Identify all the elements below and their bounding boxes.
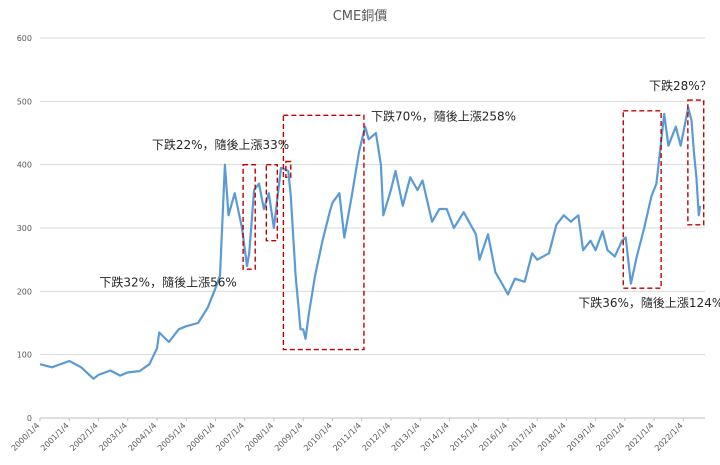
x-tick-label: 2017/1/4 xyxy=(507,421,539,453)
series-line xyxy=(39,106,702,380)
annotation-label: 下跌28%？ xyxy=(649,78,712,93)
x-tick-label: 2018/1/4 xyxy=(536,421,568,453)
y-tick-label: 600 xyxy=(17,34,32,43)
highlight-box xyxy=(687,99,705,226)
annotation-label: 下跌22%，隨後上漲33% xyxy=(152,137,289,152)
y-tick-label: 500 xyxy=(17,97,32,106)
highlight-boxes xyxy=(242,99,705,351)
gridlines xyxy=(40,37,705,419)
x-tick-label: 2007/1/4 xyxy=(214,421,246,453)
annotation-label: 下跌36%，隨後上漲124% xyxy=(578,295,720,310)
highlight-box xyxy=(285,160,292,179)
x-tick-label: 2003/1/4 xyxy=(97,421,129,453)
x-tick-label: 2020/1/4 xyxy=(594,421,626,453)
x-tick-label: 2016/1/4 xyxy=(478,421,510,453)
annotation-label: 下跌32%，隨後上漲56% xyxy=(99,274,236,289)
y-tick-label: 100 xyxy=(17,351,32,360)
highlight-box xyxy=(622,110,662,289)
x-tick-label: 2002/1/4 xyxy=(68,421,100,453)
annotation-label: 下跌70%，隨後上漲258% xyxy=(371,108,516,123)
x-tick-label: 2009/1/4 xyxy=(273,421,305,453)
y-tick-label: 0 xyxy=(27,414,32,423)
chart-title: CME銅價 xyxy=(333,9,388,24)
x-tick-label: 2021/1/4 xyxy=(624,421,656,453)
x-tick-label: 2006/1/4 xyxy=(185,421,217,453)
x-tick-label: 2000/1/4 xyxy=(10,421,42,453)
x-tick-labels: 2000/1/42001/1/42002/1/42003/1/42004/1/4… xyxy=(10,418,685,453)
x-tick-label: 2012/1/4 xyxy=(361,421,393,453)
y-tick-label: 400 xyxy=(17,161,32,170)
annotations: 下跌22%，隨後上漲33% 下跌32%，隨後上漲56% 下跌70%，隨後上漲258%… xyxy=(99,78,720,310)
x-tick-label: 2004/1/4 xyxy=(127,421,159,453)
x-tick-label: 2011/1/4 xyxy=(331,421,363,453)
x-tick-label: 2019/1/4 xyxy=(565,421,597,453)
x-tick-label: 2001/1/4 xyxy=(39,421,71,453)
highlight-box xyxy=(265,163,279,242)
y-tick-label: 300 xyxy=(17,224,32,233)
x-tick-label: 2013/1/4 xyxy=(390,421,422,453)
x-tick-label: 2008/1/4 xyxy=(244,421,276,453)
x-tick-label: 2014/1/4 xyxy=(419,421,451,453)
y-tick-labels: 0 100 200 300 400 500 600 xyxy=(17,34,32,423)
x-tick-label: 2005/1/4 xyxy=(156,421,188,453)
series-layer xyxy=(39,106,702,380)
x-tick-label: 2010/1/4 xyxy=(302,421,334,453)
highlight-box xyxy=(282,114,365,351)
x-tick-label: 2022/1/4 xyxy=(653,421,685,453)
highlight-box xyxy=(242,163,256,270)
y-tick-label: 200 xyxy=(17,287,32,296)
x-tick-label: 2015/1/4 xyxy=(448,421,480,453)
